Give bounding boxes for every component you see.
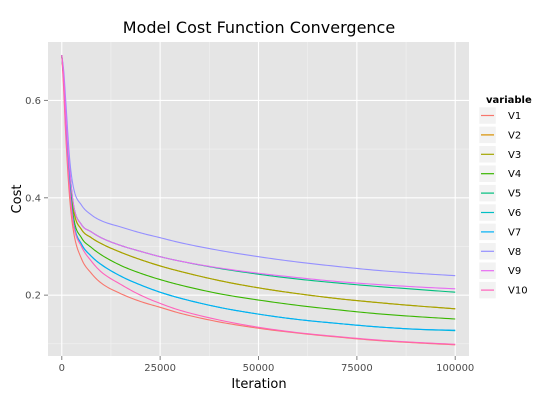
legend-label-v8: V8: [508, 247, 521, 258]
x-tick-label: 0: [59, 363, 65, 374]
legend-label-v10: V10: [508, 286, 528, 297]
y-tick-label: 0.6: [25, 96, 41, 107]
x-axis: 0 25000 50000 75000 100000: [59, 356, 475, 374]
y-axis: 0.2 0.4 0.6: [25, 96, 48, 302]
legend-label-v4: V4: [508, 169, 521, 180]
x-tick-label: 100000: [436, 363, 474, 374]
legend-label-v1: V1: [508, 111, 521, 122]
legend: variable V1 V2 V3 V4 V5 V6 V7 V8 V9 V10: [479, 95, 532, 299]
y-tick-label: 0.2: [25, 291, 41, 302]
x-axis-title: Iteration: [231, 377, 286, 392]
legend-label-v9: V9: [508, 266, 521, 277]
x-tick-label: 50000: [243, 363, 275, 374]
y-tick-label: 0.4: [25, 193, 41, 204]
legend-title: variable: [486, 95, 532, 106]
legend-label-v3: V3: [508, 150, 521, 161]
y-axis-title: Cost: [10, 185, 25, 214]
legend-label-v7: V7: [508, 227, 521, 238]
x-tick-label: 25000: [144, 363, 176, 374]
legend-label-v5: V5: [508, 189, 521, 200]
legend-label-v2: V2: [508, 130, 521, 141]
x-tick-label: 75000: [341, 363, 373, 374]
chart-title: Model Cost Function Convergence: [123, 18, 395, 37]
legend-label-v6: V6: [508, 208, 521, 219]
